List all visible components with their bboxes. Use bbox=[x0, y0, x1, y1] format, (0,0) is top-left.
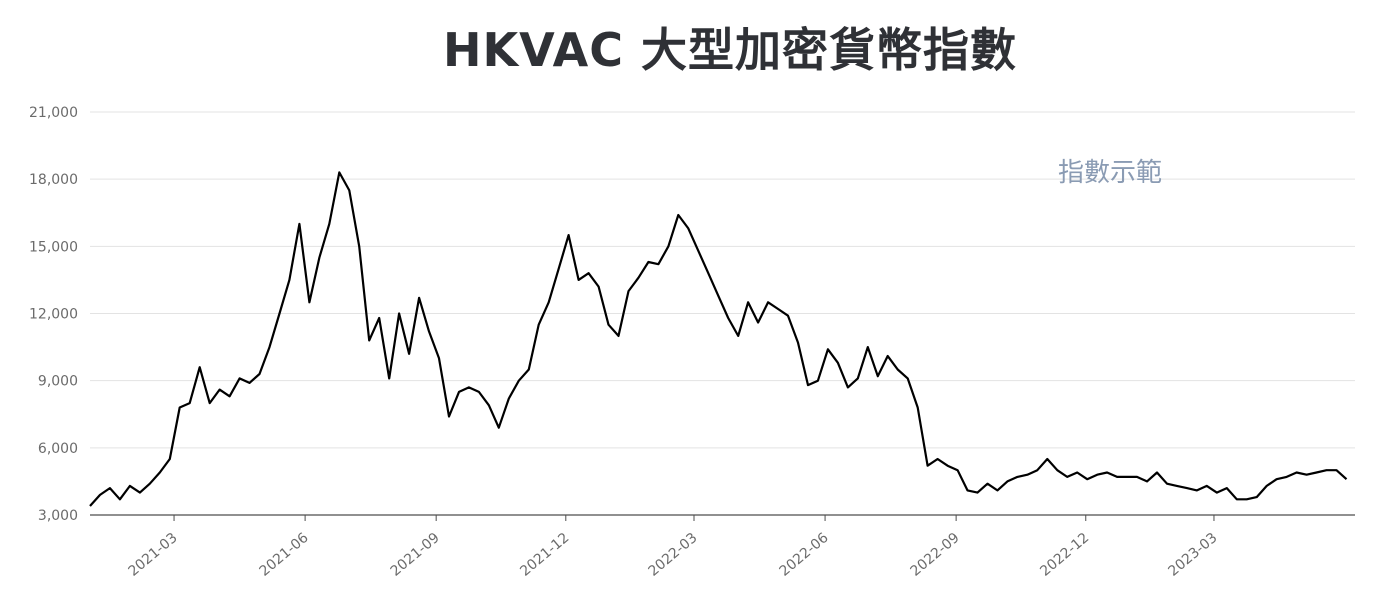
y-axis-ticks: 3,000 6,000 9,000 12,000 15,000 18,000 21,000 bbox=[29, 105, 78, 524]
x-tick-label: 2023-03 bbox=[1165, 530, 1220, 580]
x-tick-label: 2021-12 bbox=[517, 530, 572, 580]
x-tick-label: 2021-03 bbox=[126, 530, 181, 580]
x-tick-label: 2021-06 bbox=[257, 530, 312, 580]
chart-title: HKVAC 大型加密貨幣指數 bbox=[443, 23, 1017, 77]
y-tick-label: 3,000 bbox=[38, 508, 78, 524]
y-tick-label: 21,000 bbox=[29, 105, 78, 121]
x-tick-label: 2022-06 bbox=[777, 530, 832, 580]
x-tick-label: 2021-09 bbox=[388, 530, 443, 580]
index-line-series bbox=[89, 171, 1348, 507]
y-tick-label: 6,000 bbox=[38, 441, 78, 457]
y-tick-label: 12,000 bbox=[29, 307, 78, 323]
x-axis-ticks: 2021-03 2021-06 2021-09 2021-12 2022-03 2022-… bbox=[126, 515, 1221, 580]
gridlines bbox=[90, 111, 1355, 449]
watermark-annotation: 指數示範 bbox=[1058, 158, 1162, 188]
x-tick-label: 2022-03 bbox=[645, 530, 700, 580]
x-tick-label: 2022-12 bbox=[1037, 530, 1092, 580]
y-tick-label: 9,000 bbox=[38, 374, 78, 390]
x-tick-label: 2022-09 bbox=[908, 530, 963, 580]
y-tick-label: 15,000 bbox=[29, 239, 78, 255]
y-tick-label: 18,000 bbox=[29, 172, 78, 188]
